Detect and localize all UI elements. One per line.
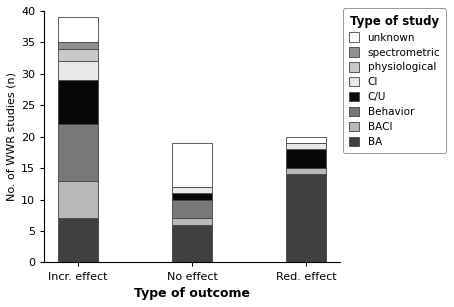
Bar bbox=[286, 149, 326, 168]
Bar bbox=[58, 124, 98, 181]
Legend: unknown, spectrometric, physiological, CI, C/U, Behavior, BACl, BA: unknown, spectrometric, physiological, C… bbox=[343, 8, 446, 153]
Bar bbox=[58, 42, 98, 49]
Bar bbox=[58, 80, 98, 124]
Bar bbox=[58, 181, 98, 219]
Y-axis label: No. of WWR studies (n): No. of WWR studies (n) bbox=[7, 72, 17, 201]
Bar bbox=[172, 200, 212, 219]
Bar bbox=[286, 137, 326, 143]
Bar bbox=[172, 143, 212, 187]
Bar bbox=[286, 143, 326, 149]
Bar bbox=[172, 193, 212, 200]
Bar bbox=[172, 219, 212, 225]
Bar bbox=[58, 49, 98, 61]
Bar bbox=[58, 219, 98, 262]
X-axis label: Type of outcome: Type of outcome bbox=[134, 287, 250, 300]
Bar bbox=[172, 225, 212, 262]
Bar bbox=[58, 61, 98, 80]
Bar bbox=[172, 187, 212, 193]
Bar bbox=[286, 174, 326, 262]
Bar bbox=[286, 168, 326, 174]
Bar bbox=[58, 17, 98, 42]
